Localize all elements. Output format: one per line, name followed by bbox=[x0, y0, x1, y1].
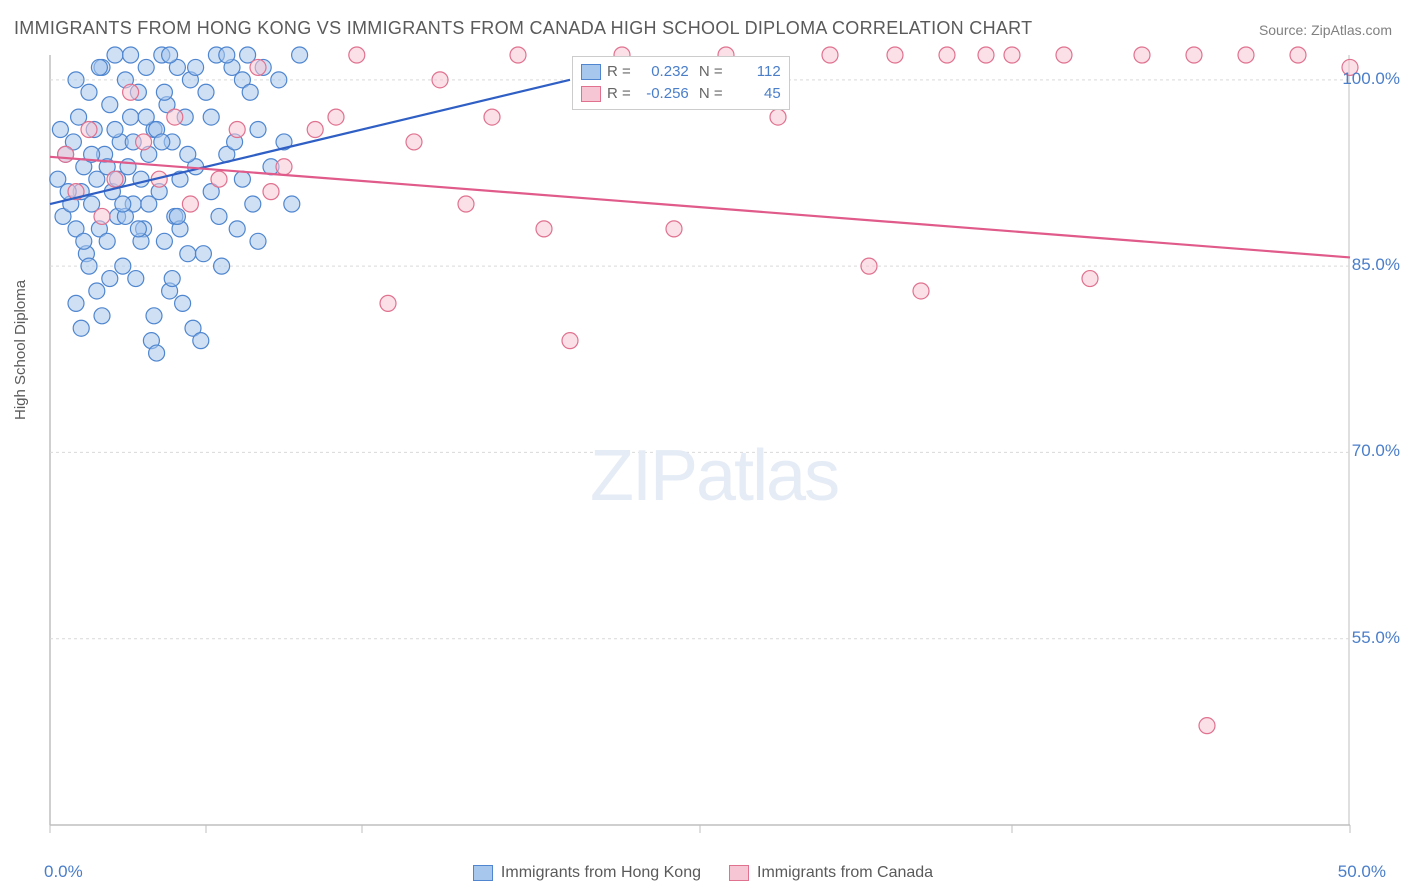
plot-area: ZIPatlas bbox=[50, 55, 1350, 825]
stats-legend: R = 0.232 N = 112 R = -0.256 N = 45 bbox=[572, 56, 790, 110]
r-value-ca: -0.256 bbox=[637, 83, 689, 105]
n-label: N = bbox=[695, 61, 723, 83]
y-tick: 70.0% bbox=[1352, 441, 1400, 461]
legend-label-hk: Immigrants from Hong Kong bbox=[501, 864, 701, 882]
y-tick: 100.0% bbox=[1342, 69, 1400, 89]
r-label: R = bbox=[607, 61, 631, 83]
swatch-ca bbox=[581, 86, 601, 102]
n-value-ca: 45 bbox=[729, 83, 781, 105]
scatter-svg bbox=[50, 55, 1350, 835]
stats-row-ca: R = -0.256 N = 45 bbox=[581, 83, 781, 105]
y-tick: 85.0% bbox=[1352, 255, 1400, 275]
y-tick: 55.0% bbox=[1352, 628, 1400, 648]
r-value-hk: 0.232 bbox=[637, 61, 689, 83]
n-label: N = bbox=[695, 83, 723, 105]
swatch-ca bbox=[729, 865, 749, 881]
legend-label-ca: Immigrants from Canada bbox=[757, 864, 933, 882]
series-legend: Immigrants from Hong Kong Immigrants fro… bbox=[0, 864, 1406, 882]
r-label: R = bbox=[607, 83, 631, 105]
legend-item-ca: Immigrants from Canada bbox=[729, 864, 933, 882]
legend-item-hk: Immigrants from Hong Kong bbox=[473, 864, 701, 882]
source-attribution: Source: ZipAtlas.com bbox=[1259, 22, 1392, 38]
chart-container: IMMIGRANTS FROM HONG KONG VS IMMIGRANTS … bbox=[0, 0, 1406, 892]
chart-title: IMMIGRANTS FROM HONG KONG VS IMMIGRANTS … bbox=[14, 18, 1032, 39]
y-axis-label: High School Diploma bbox=[12, 280, 29, 420]
n-value-hk: 112 bbox=[729, 61, 781, 83]
stats-row-hk: R = 0.232 N = 112 bbox=[581, 61, 781, 83]
swatch-hk bbox=[581, 64, 601, 80]
swatch-hk bbox=[473, 865, 493, 881]
